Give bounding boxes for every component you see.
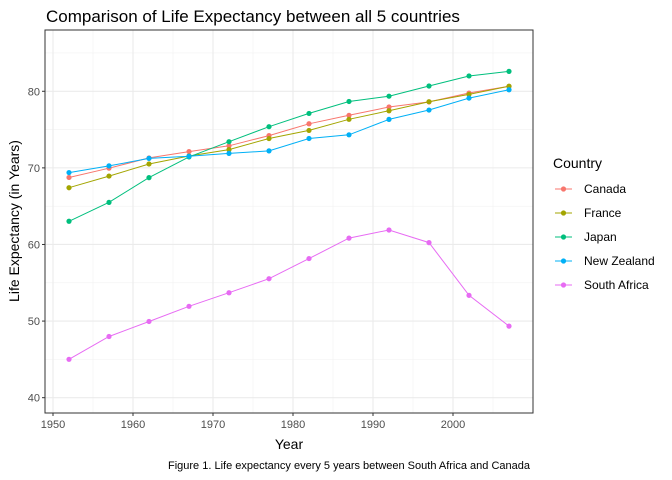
legend-title: Country bbox=[553, 155, 602, 171]
data-point-canada bbox=[66, 174, 72, 181]
data-point-south-africa bbox=[426, 240, 432, 246]
legend-label: Canada bbox=[584, 182, 626, 196]
plot-panel bbox=[44, 29, 534, 414]
figure-caption: Figure 1. Life expectancy every 5 years … bbox=[168, 460, 531, 472]
legend: Country Canada France Japan New Zealand Sout… bbox=[553, 155, 655, 292]
legend-label: France bbox=[584, 206, 622, 220]
data-point-france bbox=[146, 161, 152, 167]
series-south-africa bbox=[66, 227, 512, 362]
series-new-zealand bbox=[66, 87, 512, 176]
data-point-japan bbox=[426, 83, 432, 89]
data-point-japan bbox=[386, 93, 392, 99]
data-point-south-africa bbox=[66, 356, 72, 362]
y-tick-label: 40 bbox=[28, 393, 40, 405]
legend-items: Canada France Japan New Zealand South Africa bbox=[555, 182, 655, 292]
data-point-japan bbox=[506, 68, 512, 74]
data-point-japan bbox=[346, 98, 352, 105]
y-tick-label: 70 bbox=[28, 163, 40, 175]
data-point-new-zealand bbox=[346, 132, 352, 138]
legend-item-france: France bbox=[555, 206, 622, 220]
data-point-japan bbox=[466, 73, 472, 79]
data-point-new-zealand bbox=[106, 163, 112, 169]
x-tick-label: 2000 bbox=[441, 419, 465, 431]
x-tick-label: 1960 bbox=[121, 419, 145, 431]
data-point-new-zealand bbox=[506, 87, 512, 93]
series-line-new-zealand bbox=[68, 89, 510, 174]
legend-item-new-zealand: New Zealand bbox=[555, 254, 655, 268]
plot-border bbox=[44, 29, 534, 414]
x-tick-label: 1970 bbox=[201, 419, 225, 431]
series-line-japan bbox=[68, 70, 510, 222]
x-tick-label: 1950 bbox=[41, 419, 65, 431]
legend-key-point bbox=[560, 258, 567, 264]
legend-key-point bbox=[560, 282, 567, 288]
legend-label: New Zealand bbox=[584, 254, 655, 268]
y-axis-title: Life Expectancy (in Years) bbox=[6, 140, 22, 302]
series-line-south-africa bbox=[68, 229, 510, 360]
data-point-france bbox=[466, 91, 472, 98]
data-point-south-africa bbox=[466, 292, 472, 298]
data-point-new-zealand bbox=[426, 107, 432, 113]
data-point-canada bbox=[226, 143, 232, 149]
legend-item-japan: Japan bbox=[555, 230, 617, 244]
legend-label: South Africa bbox=[584, 278, 649, 292]
data-point-japan bbox=[106, 199, 112, 205]
data-point-south-africa bbox=[306, 255, 312, 262]
legend-key-point bbox=[560, 186, 567, 192]
data-point-canada bbox=[386, 104, 392, 110]
series-layer bbox=[66, 68, 512, 362]
data-point-canada bbox=[346, 112, 352, 118]
data-point-south-africa bbox=[186, 303, 192, 309]
y-tick-label: 80 bbox=[28, 86, 40, 98]
data-point-france bbox=[306, 127, 312, 134]
data-point-japan bbox=[146, 175, 152, 181]
x-tick-label: 1990 bbox=[361, 419, 385, 431]
x-axis-title: Year bbox=[275, 436, 304, 452]
data-point-japan bbox=[226, 139, 232, 145]
data-point-south-africa bbox=[106, 333, 112, 340]
data-point-south-africa bbox=[346, 235, 352, 241]
data-point-new-zealand bbox=[186, 153, 192, 159]
data-point-new-zealand bbox=[226, 150, 232, 157]
data-point-france bbox=[346, 116, 352, 122]
data-point-new-zealand bbox=[466, 95, 472, 101]
data-point-france bbox=[66, 185, 72, 191]
data-point-new-zealand bbox=[386, 116, 392, 122]
data-point-france bbox=[426, 99, 432, 105]
x-axis-ticks: 1950 1960 1970 1980 1990 2000 bbox=[41, 413, 465, 431]
data-point-south-africa bbox=[386, 227, 392, 233]
data-point-france bbox=[386, 108, 392, 114]
data-point-france bbox=[266, 135, 272, 142]
data-point-new-zealand bbox=[146, 155, 152, 161]
data-point-new-zealand bbox=[66, 169, 72, 176]
data-point-canada bbox=[306, 121, 312, 127]
legend-key-point bbox=[560, 210, 567, 216]
y-axis-ticks: 40 50 60 70 80 bbox=[28, 86, 45, 405]
y-tick-label: 60 bbox=[28, 239, 40, 251]
x-tick-label: 1980 bbox=[281, 419, 305, 431]
data-point-france bbox=[106, 173, 112, 179]
y-tick-label: 50 bbox=[28, 316, 40, 328]
legend-item-south-africa: South Africa bbox=[555, 278, 649, 292]
legend-label: Japan bbox=[584, 230, 617, 244]
data-point-japan bbox=[306, 110, 312, 117]
data-point-south-africa bbox=[226, 290, 232, 296]
data-point-south-africa bbox=[506, 323, 512, 329]
data-point-south-africa bbox=[266, 276, 272, 282]
data-point-south-africa bbox=[146, 318, 152, 325]
chart-title: Comparison of Life Expectancy between al… bbox=[46, 7, 460, 26]
data-point-japan bbox=[266, 124, 272, 130]
data-point-new-zealand bbox=[266, 148, 272, 154]
legend-key-point bbox=[560, 234, 567, 240]
grid-lines bbox=[45, 30, 533, 413]
legend-item-canada: Canada bbox=[555, 182, 626, 196]
series-line-france bbox=[68, 85, 510, 189]
data-point-japan bbox=[66, 218, 72, 224]
data-point-new-zealand bbox=[306, 135, 312, 142]
data-point-france bbox=[226, 147, 232, 153]
data-point-canada bbox=[186, 148, 192, 155]
